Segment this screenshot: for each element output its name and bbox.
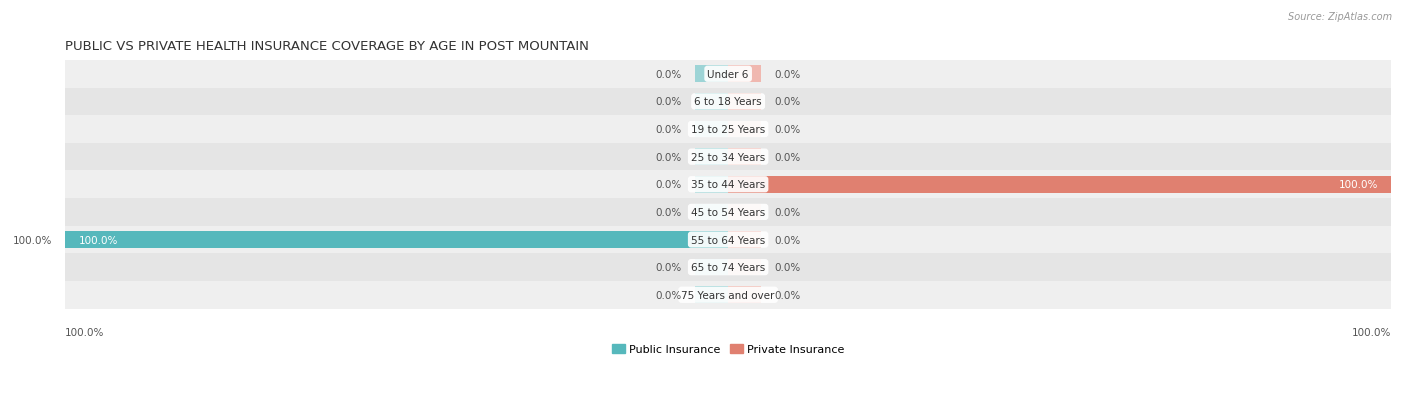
Text: 0.0%: 0.0% (655, 152, 682, 162)
Text: 0.0%: 0.0% (655, 263, 682, 273)
Bar (65, 226, 1391, 254)
Text: 35 to 44 Years: 35 to 44 Years (690, 180, 765, 190)
Text: PUBLIC VS PRIVATE HEALTH INSURANCE COVERAGE BY AGE IN POST MOUNTAIN: PUBLIC VS PRIVATE HEALTH INSURANCE COVER… (65, 40, 589, 53)
Bar (728, 259, 761, 276)
Text: 0.0%: 0.0% (655, 290, 682, 300)
Text: 100.0%: 100.0% (1339, 180, 1378, 190)
Bar (65, 88, 1391, 116)
Bar (695, 287, 728, 303)
Bar (728, 287, 761, 303)
Text: 100.0%: 100.0% (65, 327, 104, 337)
Bar (65, 143, 1391, 171)
Text: 0.0%: 0.0% (775, 263, 801, 273)
Text: 0.0%: 0.0% (775, 290, 801, 300)
Text: 0.0%: 0.0% (655, 180, 682, 190)
Text: 0.0%: 0.0% (775, 125, 801, 135)
Bar (695, 121, 728, 138)
Bar (65, 61, 1391, 88)
Bar (728, 66, 761, 83)
Text: 75 Years and over: 75 Years and over (682, 290, 775, 300)
Text: 100.0%: 100.0% (79, 235, 118, 245)
Text: 55 to 64 Years: 55 to 64 Years (690, 235, 765, 245)
Bar (65, 232, 728, 248)
Text: 0.0%: 0.0% (655, 207, 682, 217)
Text: 25 to 34 Years: 25 to 34 Years (690, 152, 765, 162)
Text: 0.0%: 0.0% (655, 97, 682, 107)
Text: 0.0%: 0.0% (775, 152, 801, 162)
Text: 65 to 74 Years: 65 to 74 Years (690, 263, 765, 273)
Text: 45 to 54 Years: 45 to 54 Years (690, 207, 765, 217)
Bar (728, 204, 761, 221)
Text: 0.0%: 0.0% (655, 125, 682, 135)
Bar (728, 232, 761, 248)
Text: 19 to 25 Years: 19 to 25 Years (690, 125, 765, 135)
Bar (728, 94, 761, 110)
Bar (695, 66, 728, 83)
Text: 100.0%: 100.0% (13, 235, 52, 245)
Text: 0.0%: 0.0% (775, 235, 801, 245)
Bar (65, 199, 1391, 226)
Text: Under 6: Under 6 (707, 70, 749, 80)
Text: Source: ZipAtlas.com: Source: ZipAtlas.com (1288, 12, 1392, 22)
Bar (65, 254, 1391, 281)
Bar (695, 149, 728, 166)
Bar (65, 171, 1391, 199)
Bar (65, 116, 1391, 143)
Legend: Public Insurance, Private Insurance: Public Insurance, Private Insurance (609, 341, 848, 358)
Text: 0.0%: 0.0% (775, 70, 801, 80)
Bar (695, 176, 728, 193)
Bar (695, 94, 728, 110)
Text: 0.0%: 0.0% (655, 70, 682, 80)
Bar (695, 204, 728, 221)
Text: 0.0%: 0.0% (775, 207, 801, 217)
Bar (65, 281, 1391, 309)
Bar (728, 176, 1391, 193)
Text: 0.0%: 0.0% (775, 97, 801, 107)
Bar (728, 149, 761, 166)
Text: 100.0%: 100.0% (1351, 327, 1391, 337)
Text: 6 to 18 Years: 6 to 18 Years (695, 97, 762, 107)
Bar (695, 259, 728, 276)
Bar (728, 121, 761, 138)
